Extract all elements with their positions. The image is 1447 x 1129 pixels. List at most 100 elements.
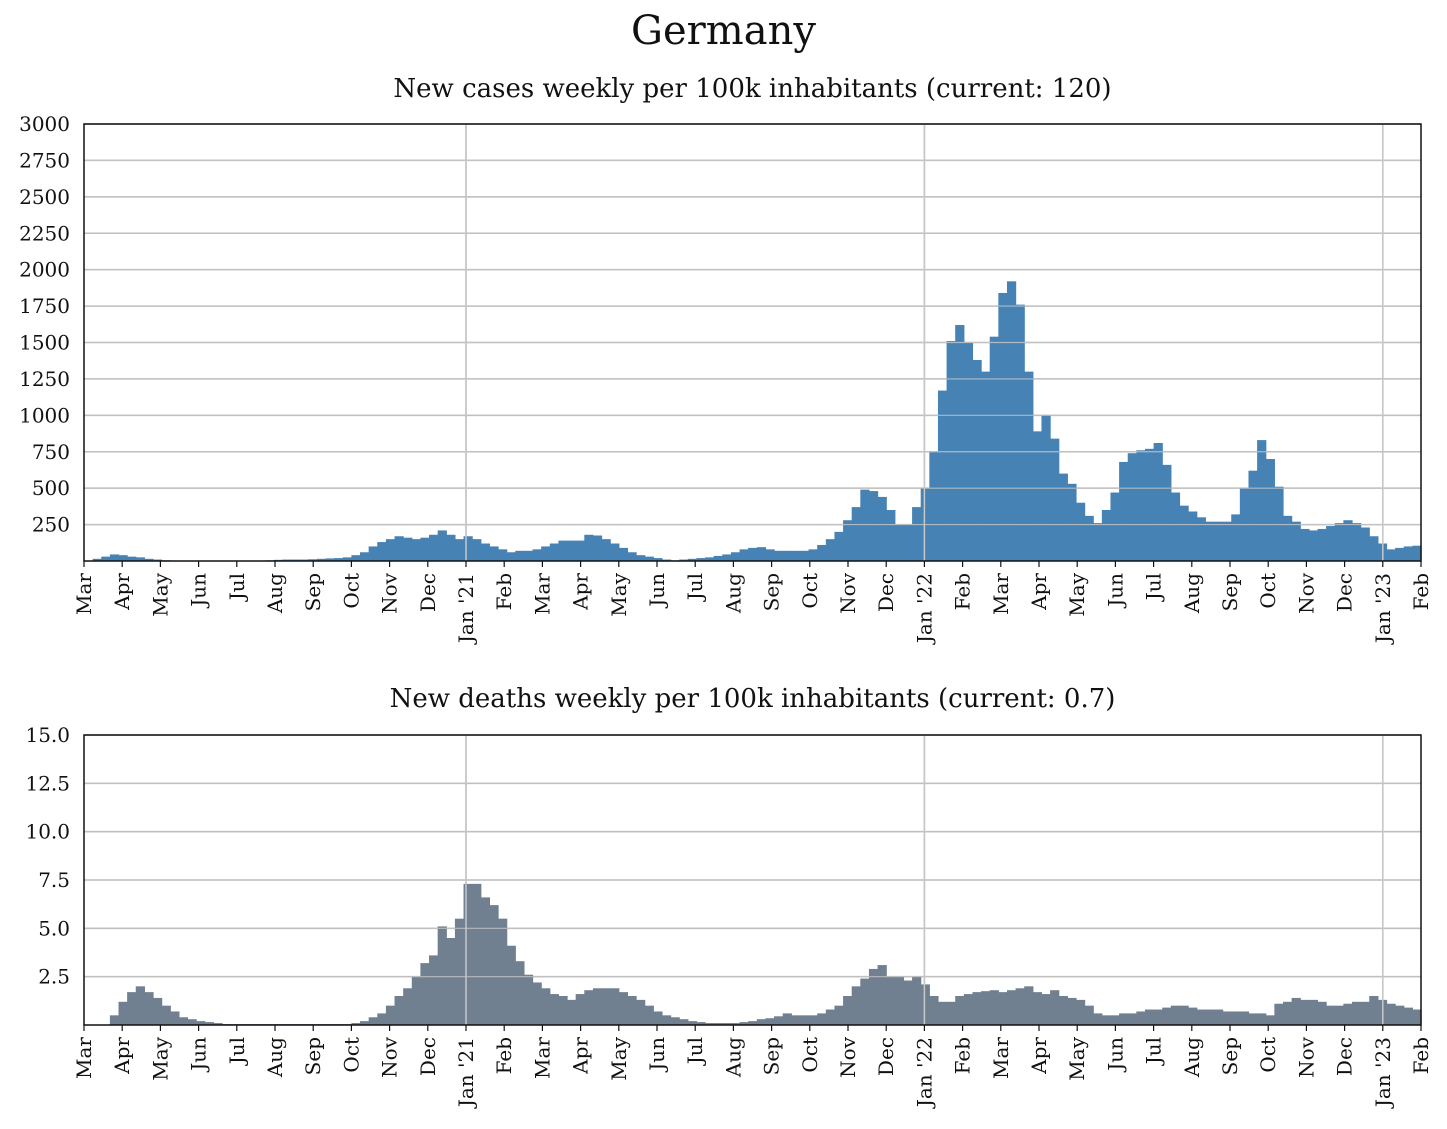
deaths-bar xyxy=(981,991,991,1025)
cases-bar xyxy=(420,537,430,561)
cases-bar xyxy=(1032,431,1043,561)
cases-bar xyxy=(610,543,620,561)
deaths-y-tick-label: 7.5 xyxy=(38,868,70,892)
cases-bar xyxy=(1300,528,1310,561)
deaths-bar xyxy=(868,968,879,1025)
cases-bar xyxy=(748,547,758,561)
deaths-bar xyxy=(1067,997,1077,1025)
deaths-bar xyxy=(1308,999,1319,1025)
deaths-bar xyxy=(523,974,534,1025)
cases-y-tick-label: 1250 xyxy=(19,367,70,391)
deaths-bar xyxy=(903,980,913,1025)
cases-y-tick-label: 1500 xyxy=(19,331,70,355)
cases-y-tick-label: 1000 xyxy=(19,403,70,427)
deaths-bar xyxy=(851,986,861,1025)
cases-bar xyxy=(472,539,482,561)
cases-frame xyxy=(83,123,1422,562)
deaths-x-tick-label: Jan '23 xyxy=(1371,1037,1395,1109)
deaths-x-tick-label: May xyxy=(1065,1036,1089,1080)
cases-bar xyxy=(385,539,396,561)
deaths-bar xyxy=(670,1017,680,1025)
cases-x-tick-label: Feb xyxy=(1409,573,1433,610)
deaths-bar xyxy=(1274,1003,1284,1025)
cases-bar xyxy=(592,535,603,561)
deaths-bar xyxy=(515,961,525,1025)
deaths-bar xyxy=(489,905,499,1025)
cases-x-tick-label: Jul xyxy=(1142,573,1166,602)
deaths-bar xyxy=(1291,997,1301,1025)
cases-x-tick-label: Aug xyxy=(263,573,287,614)
deaths-bar xyxy=(1188,1007,1198,1025)
cases-bar xyxy=(1213,521,1224,561)
deaths-bar xyxy=(877,965,887,1025)
deaths-bar xyxy=(687,1021,698,1025)
deaths-bar xyxy=(1334,1005,1344,1025)
cases-bar xyxy=(981,371,991,561)
deaths-bar xyxy=(1093,1013,1103,1025)
cases-y-tick-label: 2000 xyxy=(19,258,70,282)
cases-bar xyxy=(1196,517,1206,561)
deaths-x-tick-label: Dec xyxy=(874,1037,898,1076)
deaths-bar xyxy=(420,963,430,1025)
cases-bar xyxy=(549,543,560,561)
cases-bar xyxy=(894,524,905,561)
deaths-bar xyxy=(429,955,439,1025)
cases-bar xyxy=(463,536,473,561)
deaths-bar xyxy=(196,1021,206,1025)
deaths-bar xyxy=(825,1009,836,1025)
deaths-bar xyxy=(627,996,637,1025)
cases-bar xyxy=(437,530,447,561)
deaths-bar xyxy=(1050,990,1060,1025)
cases-bar xyxy=(1343,520,1353,561)
deaths-bar xyxy=(1144,1009,1155,1025)
cases-bar xyxy=(1222,521,1232,561)
deaths-bar xyxy=(705,1023,715,1025)
deaths-bar xyxy=(696,1022,706,1025)
deaths-bar xyxy=(972,992,982,1025)
cases-bar xyxy=(1326,526,1336,561)
cases-x-tick-label: Feb xyxy=(951,573,975,610)
cases-x-tick-label: Jan '23 xyxy=(1371,573,1395,645)
cases-x-tick-label: Oct xyxy=(1256,573,1280,609)
cases-chart: 250 500 750 1000 1250 1500 1750 2000 2250 2500 275… xyxy=(19,112,1433,645)
deaths-x-tick-label: Aug xyxy=(721,1037,745,1078)
deaths-bar xyxy=(998,992,1008,1025)
cases-bar xyxy=(1067,483,1077,561)
deaths-bar xyxy=(170,1011,180,1025)
deaths-bar xyxy=(886,976,896,1025)
cases-bar xyxy=(403,537,413,561)
deaths-bar xyxy=(1231,1011,1241,1025)
deaths-x-tick-label: May xyxy=(148,1036,172,1080)
deaths-x-tick-label: Nov xyxy=(378,1036,402,1078)
deaths-bar xyxy=(1179,1005,1189,1025)
cases-bar xyxy=(377,542,387,561)
cases-bar xyxy=(868,491,879,561)
deaths-bar xyxy=(1395,1005,1405,1025)
deaths-bar xyxy=(955,996,965,1025)
deaths-bar xyxy=(799,1015,810,1025)
deaths-bar xyxy=(204,1022,214,1025)
deaths-x-tick-label: Sep xyxy=(1218,1037,1242,1075)
deaths-bar xyxy=(1300,999,1310,1025)
cases-x-tick-label: Mar xyxy=(530,573,554,615)
cases-bar xyxy=(515,550,525,561)
cases-bar xyxy=(851,507,861,561)
deaths-bar xyxy=(661,1015,672,1025)
cases-bar xyxy=(825,539,836,561)
deaths-y-tick-label: 2.5 xyxy=(38,965,70,989)
deaths-x-tick-label: Jan '22 xyxy=(912,1037,936,1109)
cases-bar xyxy=(618,547,629,561)
deaths-bar xyxy=(937,1001,948,1025)
cases-y-tick-label: 500 xyxy=(32,476,70,500)
deaths-x-tick-label: Jun xyxy=(1103,1037,1127,1073)
deaths-x-tick-label: Sep xyxy=(301,1037,325,1075)
deaths-x-tick-label: May xyxy=(607,1036,631,1080)
deaths-x-tick-label: Mar xyxy=(530,1037,554,1079)
deaths-x-tick-label: Jul xyxy=(225,1037,249,1066)
deaths-bar xyxy=(963,994,974,1025)
deaths-bar xyxy=(549,994,560,1025)
cases-bar xyxy=(1110,492,1120,561)
cases-bar xyxy=(1257,440,1267,561)
deaths-bar xyxy=(1213,1009,1224,1025)
deaths-bar xyxy=(368,1017,378,1025)
